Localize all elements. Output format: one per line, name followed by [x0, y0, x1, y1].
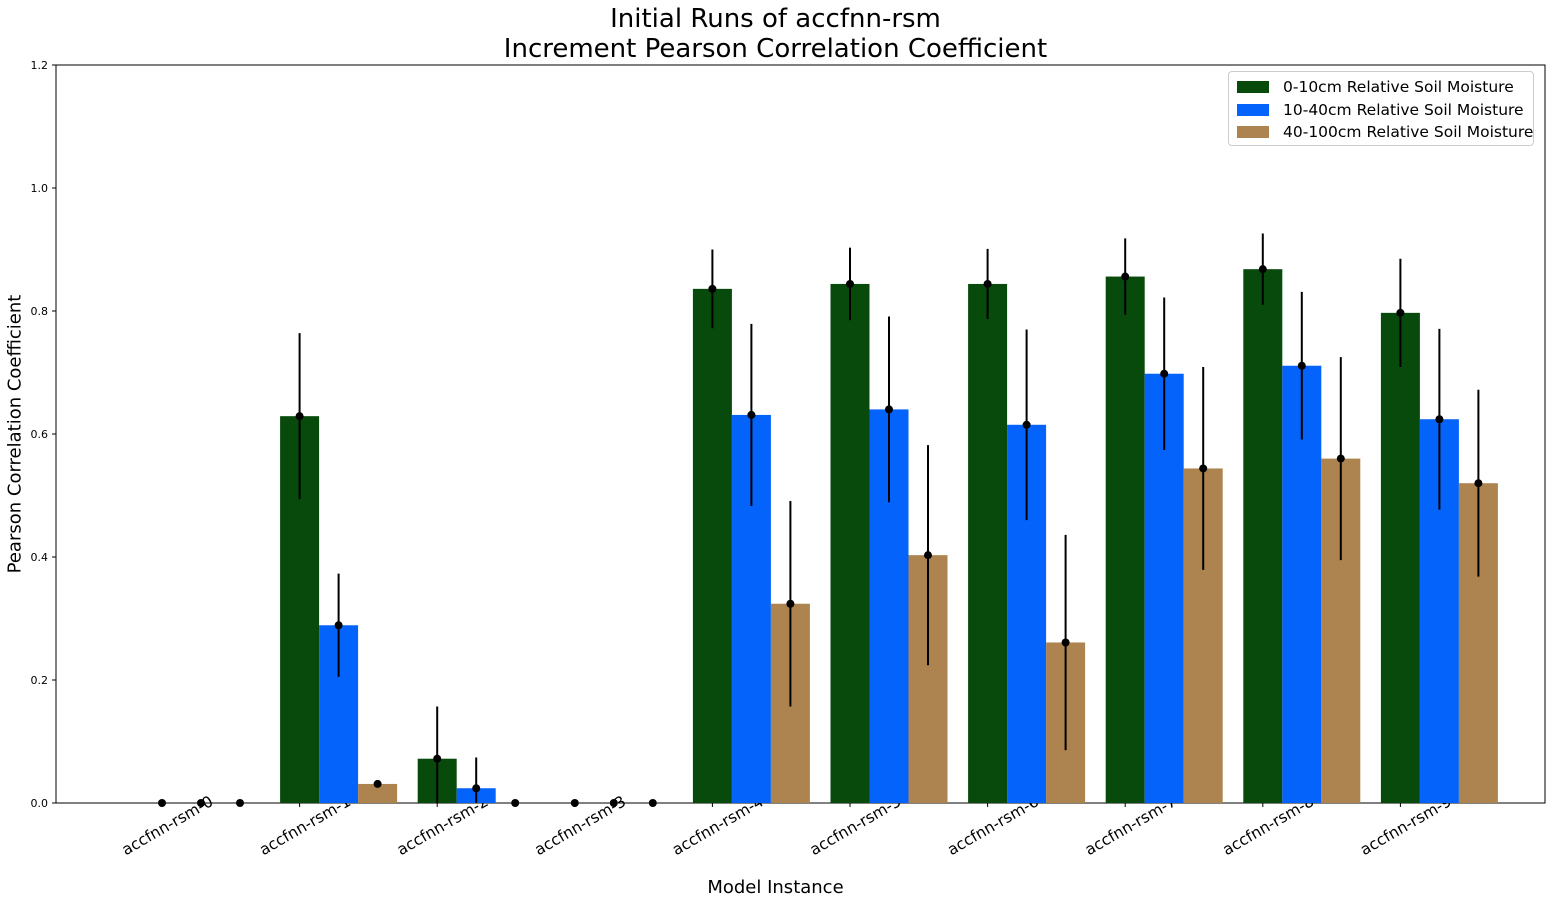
mean-point-1-7 — [1160, 369, 1169, 378]
mean-point-2-8 — [1336, 454, 1345, 463]
bar-2-1 — [358, 783, 398, 803]
legend-label-2: 40-100cm Relative Soil Moisture — [1283, 123, 1534, 142]
mean-point-0-9 — [1396, 308, 1405, 317]
mean-point-0-6 — [983, 279, 992, 288]
mean-point-1-2 — [472, 784, 481, 793]
legend-swatch-1 — [1237, 103, 1269, 116]
legend-item-2: 40-100cm Relative Soil Moisture — [1237, 121, 1533, 144]
y-tick-label: 1.0 — [31, 182, 49, 195]
mean-point-1-9 — [1435, 415, 1444, 424]
bar-0-9 — [1380, 312, 1420, 803]
mean-point-2-0 — [236, 799, 244, 807]
mean-point-0-7 — [1121, 272, 1130, 281]
chart-legend: 0-10cm Relative Soil Moisture 10-40cm Re… — [1228, 71, 1534, 146]
bar-0-6 — [968, 283, 1008, 803]
mean-point-0-5 — [846, 279, 854, 288]
mean-point-1-1 — [334, 621, 343, 630]
legend-item-1: 10-40cm Relative Soil Moisture — [1237, 99, 1525, 122]
mean-point-1-6 — [1022, 420, 1031, 429]
mean-point-0-2 — [433, 754, 442, 763]
bar-0-5 — [830, 283, 870, 803]
legend-swatch-2 — [1237, 126, 1269, 139]
mean-point-2-1 — [373, 779, 382, 788]
y-tick-label: 1.2 — [31, 59, 49, 72]
mean-point-0-0 — [158, 799, 166, 807]
mean-point-2-6 — [1061, 638, 1070, 647]
mean-point-1-0 — [197, 799, 205, 807]
legend-label-1: 10-40cm Relative Soil Moisture — [1283, 100, 1524, 119]
mean-point-1-4 — [747, 410, 756, 419]
y-tick-label: 0.8 — [31, 305, 49, 318]
mean-point-2-2 — [511, 799, 520, 807]
chart-subtitle: Increment Pearson Correlation Coefficien… — [503, 34, 1048, 64]
x-axis-label: Model Instance — [707, 877, 844, 898]
legend-item-0: 0-10cm Relative Soil Moisture — [1237, 76, 1525, 99]
y-tick-label: 0.4 — [31, 551, 49, 564]
mean-point-0-3 — [570, 799, 579, 807]
y-tick-label: 0.0 — [31, 797, 49, 810]
bar-0-4 — [692, 288, 732, 803]
bar-0-8 — [1243, 269, 1283, 803]
y-axis-label: Pearson Correlation Coefficient — [4, 294, 26, 574]
legend-swatch-0 — [1237, 81, 1269, 94]
mean-point-2-5 — [924, 551, 932, 560]
y-tick-label: 0.2 — [31, 674, 49, 687]
mean-point-2-9 — [1474, 479, 1483, 488]
mean-point-0-4 — [708, 284, 717, 293]
y-tick-label: 0.6 — [31, 428, 49, 441]
mean-point-2-7 — [1199, 464, 1208, 473]
chart-title: Initial Runs of accfnn-rsm — [610, 4, 941, 34]
legend-label-0: 0-10cm Relative Soil Moisture — [1283, 78, 1514, 97]
mean-point-0-8 — [1258, 265, 1267, 274]
mean-point-2-3 — [648, 799, 657, 807]
mean-point-0-1 — [295, 412, 304, 421]
mean-point-1-8 — [1297, 361, 1306, 370]
mean-point-2-4 — [786, 599, 795, 608]
mean-point-1-3 — [609, 799, 618, 807]
bar-0-7 — [1105, 276, 1145, 803]
mean-point-1-5 — [885, 405, 893, 414]
